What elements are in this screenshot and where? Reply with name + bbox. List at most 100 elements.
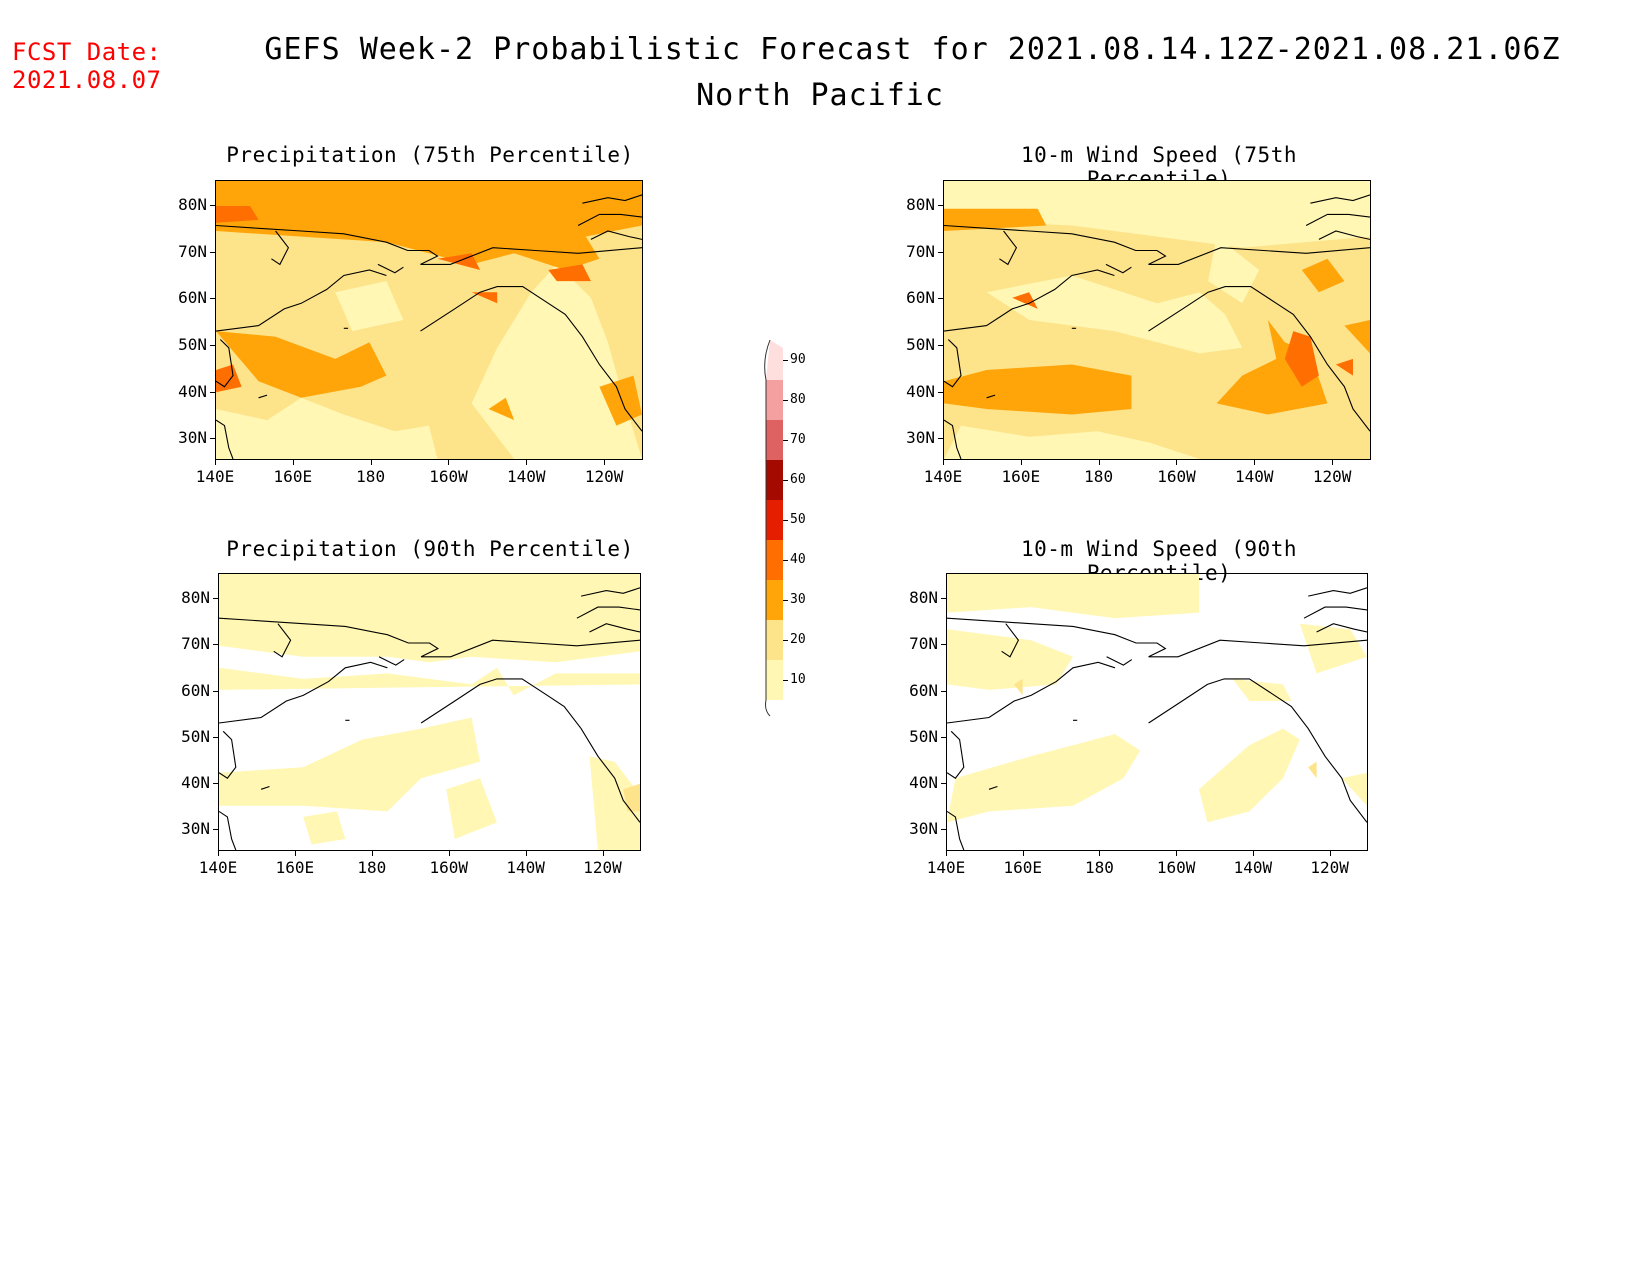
lat-tick-label: 70N <box>906 241 935 261</box>
coastline <box>947 617 1367 658</box>
probability-contour <box>219 667 640 696</box>
lon-tick-label: 140E <box>195 467 235 486</box>
lat-tick <box>941 829 946 831</box>
lon-tick <box>215 460 216 465</box>
lon-tick <box>525 851 527 856</box>
probability-contour <box>947 734 1141 823</box>
colorbar-label: 70 <box>790 432 806 447</box>
coastline <box>219 810 237 850</box>
lon-tick <box>1176 851 1178 856</box>
probability-contour <box>548 264 591 282</box>
coastline <box>1310 194 1370 204</box>
coastline <box>944 224 1370 265</box>
coastline <box>1305 213 1370 226</box>
lon-tick-label: 180 <box>356 467 386 486</box>
lon-tick <box>1098 460 1100 465</box>
lat-tick-label: 70N <box>181 634 210 654</box>
coastline <box>1148 678 1367 823</box>
lon-tick <box>604 460 606 465</box>
colorbar-graphic <box>764 339 783 717</box>
lat-tick-label: 60N <box>178 288 207 308</box>
probability-contour <box>1301 258 1345 293</box>
probability-contour <box>944 364 1132 415</box>
probability-contour <box>944 425 1200 459</box>
lat-tick-label: 30N <box>906 428 935 448</box>
lat-tick <box>213 598 218 600</box>
lon-tick-label: 160W <box>429 858 468 877</box>
colorbar-tick <box>783 440 788 441</box>
coastline <box>580 587 640 597</box>
colorbar-segment <box>766 660 783 700</box>
probability-contour <box>219 574 640 663</box>
coastline <box>219 617 640 658</box>
lon-tick <box>370 460 372 465</box>
coastline <box>219 730 237 779</box>
lat-tick <box>938 205 943 207</box>
coastline <box>1316 623 1367 633</box>
lat-tick-label: 80N <box>178 195 207 215</box>
lon-tick <box>448 851 450 856</box>
coastline <box>999 230 1018 266</box>
lon-tick <box>602 851 604 856</box>
lon-tick <box>1176 460 1178 465</box>
colorbar-label: 40 <box>790 552 806 567</box>
map-wind-75 <box>943 180 1371 460</box>
lat-tick <box>213 736 218 738</box>
coastline <box>420 286 642 432</box>
colorbar-segment <box>766 580 783 620</box>
coastline <box>986 394 996 399</box>
probability-contour <box>623 783 640 812</box>
coastline <box>219 661 388 724</box>
colorbar-segment <box>766 340 783 380</box>
map-canvas <box>944 181 1370 459</box>
lon-tick <box>526 460 528 465</box>
lat-tick-label: 50N <box>909 726 938 746</box>
lat-tick-label: 30N <box>181 819 210 839</box>
coastline <box>216 339 234 388</box>
lon-tick-label: 160E <box>1001 467 1041 486</box>
lon-tick <box>294 851 296 856</box>
colorbar-tick <box>783 400 788 401</box>
lat-tick <box>210 298 215 300</box>
coastline <box>582 194 642 204</box>
colorbar-segment <box>766 460 783 500</box>
probability-contour <box>1014 678 1023 696</box>
colorbar-segment <box>766 620 783 660</box>
colorbar-label: 20 <box>790 632 806 647</box>
lon-tick <box>371 851 373 856</box>
colorbar-tick <box>783 480 788 481</box>
fcst-date-value: 2021.08.07 <box>12 66 162 94</box>
probability-contour <box>947 574 1199 619</box>
coastline <box>1148 286 1370 432</box>
probability-contour <box>303 811 346 845</box>
lat-tick <box>938 391 943 393</box>
coastline <box>988 785 998 790</box>
coastline <box>944 419 962 459</box>
coastline <box>947 810 965 850</box>
probability-contour <box>488 397 515 421</box>
lat-tick <box>213 690 218 692</box>
probability-contour <box>589 756 640 850</box>
lon-tick-label: 120W <box>583 858 622 877</box>
lon-tick <box>448 460 450 465</box>
lat-tick <box>213 829 218 831</box>
colorbar-label: 10 <box>790 672 806 687</box>
probability-contour <box>1232 678 1292 701</box>
lat-tick <box>941 598 946 600</box>
lon-tick <box>1022 851 1024 856</box>
lat-tick <box>210 345 215 347</box>
map-precip-90 <box>218 573 641 851</box>
coastline <box>216 419 234 459</box>
colorbar-segment <box>766 500 783 540</box>
map-precip-75 <box>215 180 643 460</box>
page-subtitle: North Pacific <box>696 78 944 113</box>
coastline <box>273 623 292 658</box>
coastline <box>1318 230 1370 240</box>
probability-contour <box>471 292 498 304</box>
coastline <box>1106 656 1133 666</box>
coastline <box>378 656 405 666</box>
probability-contour <box>335 281 404 332</box>
colorbar-tick <box>783 600 788 601</box>
colorbar-label: 90 <box>790 352 806 367</box>
lon-tick <box>1020 460 1022 465</box>
